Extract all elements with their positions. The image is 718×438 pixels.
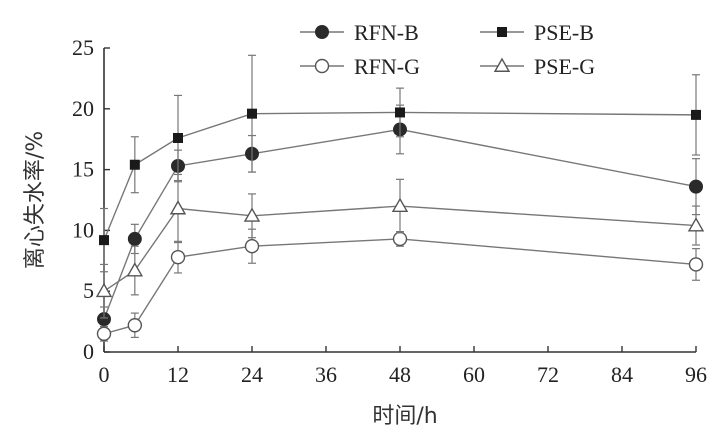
legend-item-pse-b: PSE-B (480, 20, 594, 45)
x-tick-label: 36 (315, 362, 337, 387)
x-tick-label: 24 (241, 362, 263, 387)
legend-marker-rfn-b (315, 25, 329, 39)
x-tick-label: 60 (463, 362, 485, 387)
data-point-rfn-g (392, 231, 408, 247)
data-point-rfn-b (127, 231, 142, 246)
y-tick-label: 10 (72, 217, 94, 242)
data-point-pse-b (691, 109, 701, 120)
legend-item-rfn-g: RFN-G (300, 54, 420, 79)
data-point-pse-g (243, 207, 261, 222)
data-point-rfn-g (688, 257, 704, 272)
y-tick-label: 5 (83, 278, 94, 303)
legend-label-pse-g: PSE-G (534, 54, 595, 79)
data-point-pse-b (173, 132, 183, 143)
legend-marker-pse-g (493, 57, 511, 72)
legend-marker-rfn-g (314, 58, 330, 74)
x-tick-label: 72 (537, 362, 559, 387)
series-line-pse-b (103, 111, 697, 241)
data-point-pse-b (247, 108, 257, 119)
plot-area: 0 12 24 36 48 60 72 84 96 0 5 10 15 20 25 (72, 35, 707, 387)
y-tick-label: 15 (72, 157, 94, 182)
data-point-rfn-g (244, 239, 260, 254)
data-point-rfn-g (170, 249, 186, 265)
data-point-pse-g (391, 197, 409, 213)
data-point-pse-b (99, 235, 109, 246)
x-tick-label: 0 (99, 362, 110, 387)
legend-label-rfn-b: RFN-B (354, 20, 419, 45)
legend-label-rfn-g: RFN-G (354, 54, 420, 79)
legend-item-rfn-b: RFN-B (300, 20, 419, 45)
data-point-rfn-g (127, 318, 143, 333)
series-line-rfn-b (103, 128, 697, 320)
series-rfn-g (96, 228, 704, 342)
legend-item-pse-g: PSE-G (480, 54, 595, 79)
series-pse-g (95, 173, 705, 319)
y-tick-label: 25 (72, 35, 94, 60)
data-point-pse-g (95, 282, 113, 298)
y-tick-label: 0 (83, 339, 94, 364)
data-point-pse-b (395, 107, 405, 118)
data-point-pse-g (169, 200, 187, 215)
data-point-pse-g (126, 262, 144, 277)
data-point-rfn-b (689, 179, 703, 194)
x-tick-label: 48 (389, 362, 411, 387)
data-point-pse-b (129, 159, 140, 170)
series-pse-b (99, 54, 701, 273)
y-tick-label: 20 (72, 96, 94, 121)
x-tick-label: 96 (685, 362, 707, 387)
x-axis-title: 时间/h (372, 404, 437, 429)
x-tick-label: 84 (611, 362, 633, 387)
series-line-rfn-g (103, 238, 697, 335)
y-axis-title: 离心失水率/% (23, 131, 48, 269)
data-point-rfn-g (96, 326, 112, 341)
legend-marker-pse-b (497, 27, 507, 37)
legend: RFN-B PSE-B RFN-G PSE-G (300, 20, 595, 79)
x-tick-label: 12 (167, 362, 189, 387)
data-point-pse-g (687, 217, 705, 232)
legend-label-pse-b: PSE-B (534, 20, 594, 45)
